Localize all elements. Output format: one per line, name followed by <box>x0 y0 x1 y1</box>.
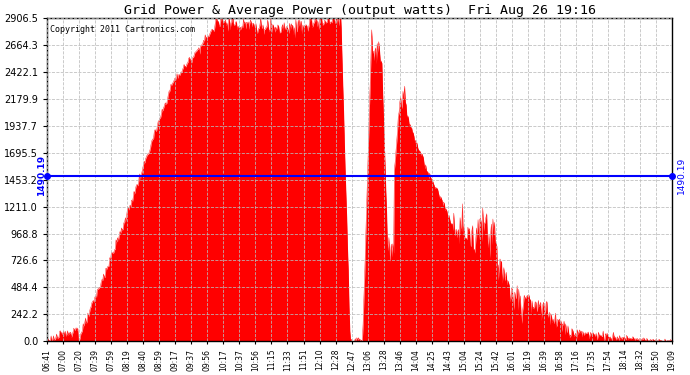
Text: Copyright 2011 Cartronics.com: Copyright 2011 Cartronics.com <box>50 25 195 34</box>
Title: Grid Power & Average Power (output watts)  Fri Aug 26 19:16: Grid Power & Average Power (output watts… <box>124 4 595 17</box>
Text: 1490.19: 1490.19 <box>37 155 46 196</box>
